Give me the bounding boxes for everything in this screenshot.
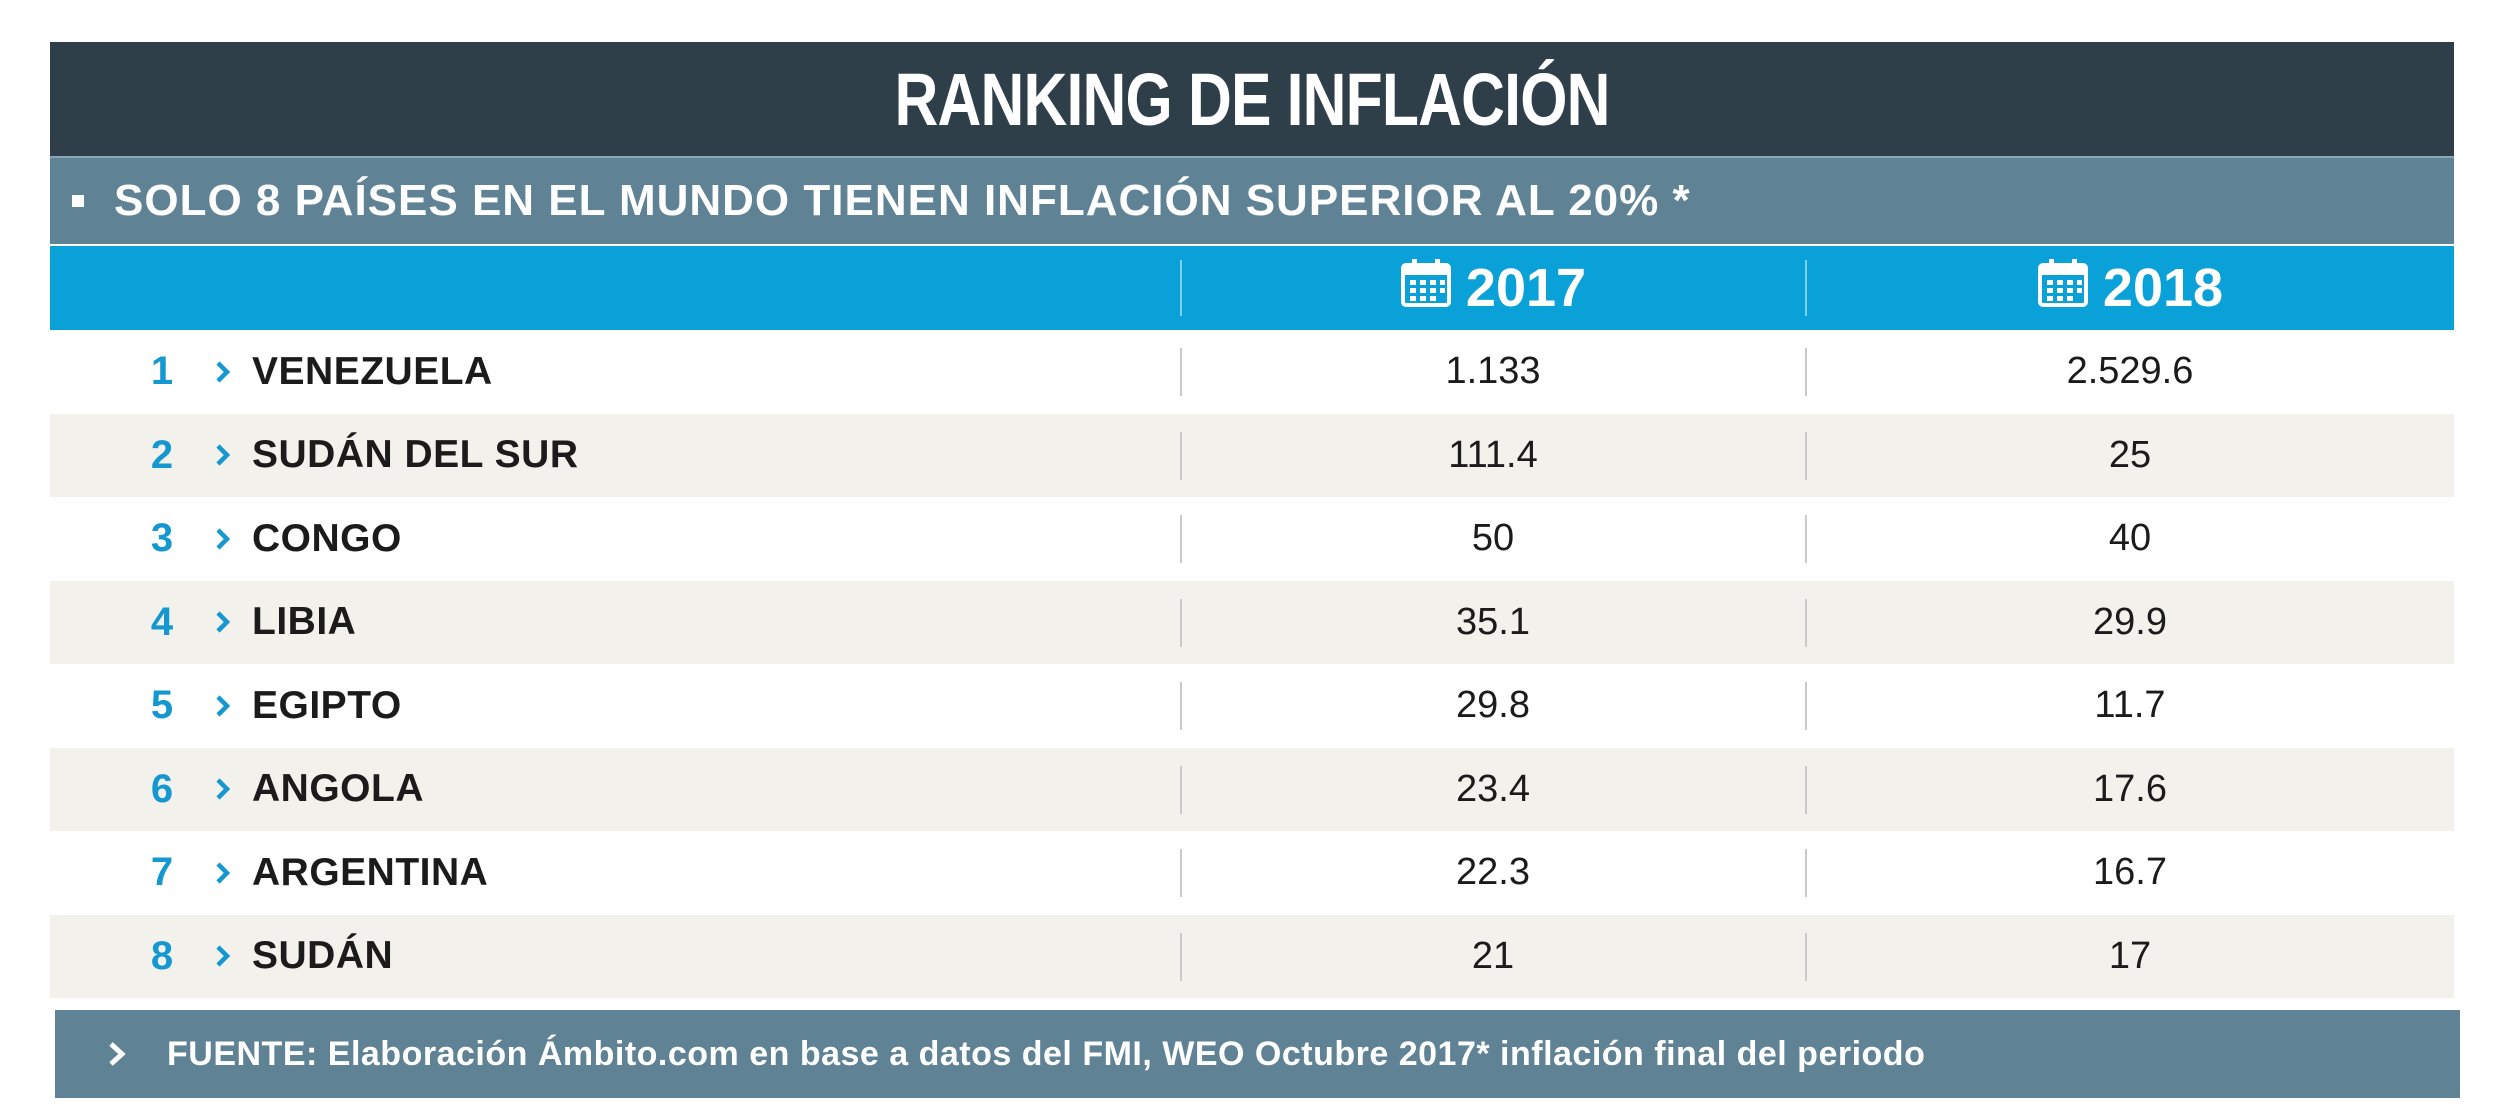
source-text: FUENTE: Elaboración Ámbito.com en base a… <box>167 1034 1926 1073</box>
chevron-right-icon <box>214 414 232 498</box>
country-name: SUDÁN <box>252 934 394 978</box>
cell-divider <box>1805 849 1807 897</box>
table-body: 1 VENEZUELA 1.133 2.529.6 2 SUDÁN DEL SUR 111.… <box>50 330 2454 998</box>
chevron-right-icon <box>107 1040 127 1068</box>
column-label: 2018 <box>2102 258 2224 318</box>
column-header-2017: 2017 <box>1181 246 1805 330</box>
header-divider <box>1180 260 1182 316</box>
value-2018: 11.7 <box>2094 684 2166 727</box>
cell-divider <box>1180 515 1182 563</box>
cell-divider <box>1805 682 1807 730</box>
cell-divider <box>1180 849 1182 897</box>
value-2018: 17.6 <box>2093 767 2167 810</box>
square-bullet-icon <box>72 195 84 207</box>
rank-number: 7 <box>150 850 174 895</box>
value-2017: 111.4 <box>1448 433 1538 476</box>
country-name: CONGO <box>252 516 402 560</box>
value-2017: 35.1 <box>1456 600 1530 643</box>
chevron-right-icon <box>214 915 232 999</box>
cell-divider <box>1805 598 1807 647</box>
table-row: 6 ANGOLA 23.4 17.6 <box>50 747 2454 832</box>
chevron-right-icon <box>214 664 232 748</box>
cell-divider <box>1805 932 1807 981</box>
cell-divider <box>1180 598 1182 647</box>
chevron-right-icon <box>214 748 232 832</box>
country-name: EGIPTO <box>252 683 402 727</box>
cell-divider <box>1805 765 1807 814</box>
rank-number: 6 <box>150 766 174 811</box>
country-name: LIBIA <box>252 600 357 644</box>
cell-divider <box>1805 431 1807 480</box>
cell-divider <box>1180 682 1182 730</box>
country-name: VENEZUELA <box>252 349 493 393</box>
table-row: 8 SUDÁN 21 17 <box>50 914 2454 999</box>
inflation-ranking-table: RANKING DE INFLACIÓN SOLO 8 PAÍSES EN EL… <box>50 42 2454 998</box>
chart-subtitle: SOLO 8 PAÍSES EN EL MUNDO TIENEN INFLACI… <box>114 176 1691 225</box>
table-header: 2017 2018 <box>50 244 2454 330</box>
chevron-right-icon <box>214 581 232 665</box>
value-2017: 50 <box>1471 517 1515 560</box>
value-2017: 22.3 <box>1456 851 1530 894</box>
column-label: 2017 <box>1465 258 1587 318</box>
cell-divider <box>1805 515 1807 563</box>
source-footer: FUENTE: Elaboración Ámbito.com en base a… <box>55 1010 2460 1098</box>
chevron-right-icon <box>214 330 232 414</box>
country-name: ANGOLA <box>252 767 424 811</box>
table-row: 5 EGIPTO 29.8 11.7 <box>50 664 2454 748</box>
value-2018: 16.7 <box>2093 851 2167 894</box>
country-name: ARGENTINA <box>252 850 489 894</box>
calendar-icon <box>2037 257 2103 320</box>
chevron-right-icon <box>214 497 232 581</box>
header-divider <box>1805 260 1807 316</box>
cell-divider <box>1180 348 1182 396</box>
value-2018: 40 <box>2108 517 2152 560</box>
calendar-icon <box>1400 257 1466 320</box>
value-2018: 2.529.6 <box>2066 350 2194 393</box>
rank-number: 5 <box>150 683 174 728</box>
table-row: 2 SUDÁN DEL SUR 111.4 25 <box>50 413 2454 498</box>
column-header-2018: 2018 <box>1806 246 2454 330</box>
rank-number: 1 <box>150 349 174 394</box>
subtitle-bar: SOLO 8 PAÍSES EN EL MUNDO TIENEN INFLACI… <box>50 156 2454 244</box>
table-row: 3 CONGO 50 40 <box>50 497 2454 581</box>
rank-number: 8 <box>150 933 174 978</box>
table-row: 4 LIBIA 35.1 29.9 <box>50 580 2454 665</box>
rank-number: 3 <box>150 516 174 561</box>
value-2018: 25 <box>2108 433 2152 476</box>
table-row: 1 VENEZUELA 1.133 2.529.6 <box>50 330 2454 414</box>
value-2018: 29.9 <box>2093 600 2167 643</box>
cell-divider <box>1180 431 1182 480</box>
cell-divider <box>1805 348 1807 396</box>
cell-divider <box>1180 932 1182 981</box>
value-2017: 1.133 <box>1445 350 1541 393</box>
chevron-right-icon <box>214 831 232 915</box>
value-2017: 23.4 <box>1456 767 1530 810</box>
rank-number: 2 <box>150 432 174 477</box>
cell-divider <box>1180 765 1182 814</box>
value-2018: 17 <box>2108 934 2152 977</box>
chart-title: RANKING DE INFLACIÓN <box>894 57 1610 141</box>
value-2017: 29.8 <box>1456 684 1530 727</box>
table-row: 7 ARGENTINA 22.3 16.7 <box>50 831 2454 915</box>
value-2017: 21 <box>1471 934 1515 977</box>
rank-number: 4 <box>150 599 174 644</box>
title-bar: RANKING DE INFLACIÓN <box>50 42 2454 156</box>
country-name: SUDÁN DEL SUR <box>252 433 579 477</box>
